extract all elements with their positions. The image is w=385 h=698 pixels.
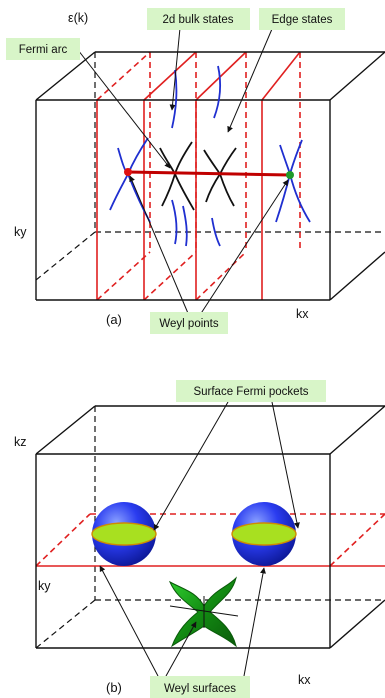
ky-plane-b: [35, 513, 385, 567]
k-slices-a: [96, 51, 301, 301]
kx-label-a: kx: [296, 307, 309, 321]
box-a-visible-edges: [35, 51, 385, 301]
weyl-sphere-right: [231, 502, 297, 566]
callout-weyl-points: Weyl points: [150, 312, 228, 334]
weyl-sphere-left: [91, 502, 157, 566]
weyl-point-right: [286, 171, 294, 179]
callout-arrows-b: [99, 401, 300, 677]
svg-text:Edge states: Edge states: [272, 14, 333, 26]
callout-edge-states: Edge states: [259, 8, 345, 30]
box-b-visible-edges: [35, 405, 385, 649]
kx-label-b: kx: [298, 673, 311, 687]
callout-bulk-states: 2d bulk states: [147, 8, 250, 30]
bulk-bands-a: [109, 65, 311, 247]
box-a-hidden-edges: [35, 52, 385, 281]
callout-surface-pockets: Surface Fermi pockets: [176, 380, 326, 402]
kz-label-b: kz: [14, 435, 27, 449]
saddle-surface: [168, 576, 239, 648]
ky-label-b: ky: [38, 579, 51, 593]
panel-b: kz ky kx (b) Surface Fermi pockets Weyl …: [14, 380, 385, 698]
svg-text:Fermi arc: Fermi arc: [19, 44, 68, 56]
fermi-arc: [127, 170, 291, 177]
svg-text:Weyl points: Weyl points: [159, 318, 218, 330]
svg-text:Surface Fermi pockets: Surface Fermi pockets: [193, 386, 308, 398]
panel-a: ε(k) ky kx (a) 2d bulk states Edge state…: [6, 8, 385, 334]
box-b-hidden-edges: [35, 406, 385, 649]
energy-axis-label: ε(k): [68, 11, 88, 25]
edge-bands-a: [159, 141, 237, 211]
callout-arrows-a: [77, 27, 289, 319]
ky-label-a: ky: [14, 225, 27, 239]
panel-a-label: (a): [106, 312, 122, 327]
svg-text:2d bulk states: 2d bulk states: [163, 14, 234, 26]
svg-text:Weyl surfaces: Weyl surfaces: [164, 683, 236, 695]
panel-b-label: (b): [106, 680, 122, 695]
callout-weyl-surfaces: Weyl surfaces: [150, 676, 250, 698]
weyl-point-left: [124, 168, 132, 176]
callout-fermi-arc: Fermi arc: [6, 38, 80, 60]
